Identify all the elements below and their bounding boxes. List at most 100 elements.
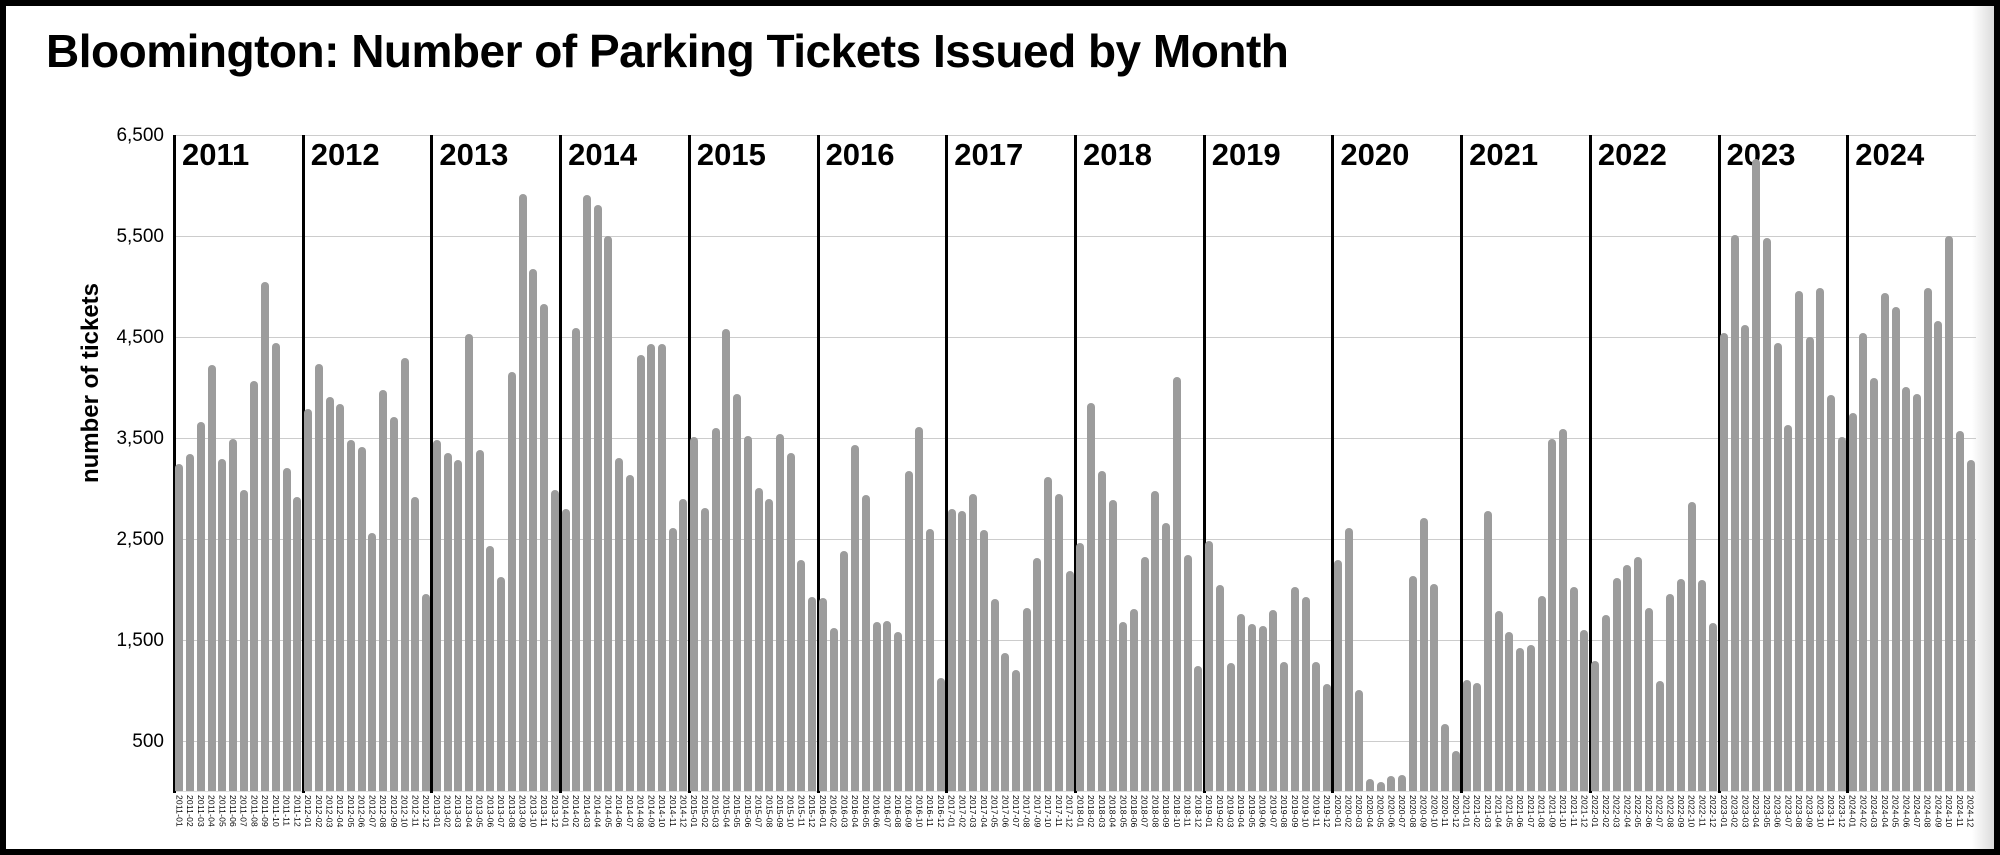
bar-2019-03 <box>1226 662 1235 791</box>
x-tick-label-2024-02: 2024-02 <box>1858 795 1869 828</box>
bar-2011-06 <box>228 438 237 791</box>
bar-2024-02 <box>1859 332 1868 791</box>
y-axis-title: number of tickets <box>77 282 104 484</box>
bar-2011-02 <box>186 453 195 791</box>
bar-2019-01 <box>1205 540 1214 791</box>
year-label-2021: 2021 <box>1469 137 1539 172</box>
year-group-2015: 2015 2015-01 2015-02 2015-03 2015-04 2015-05 2… <box>687 135 818 828</box>
bar-2016-08 <box>894 631 902 791</box>
x-tick-label-2024-03: 2024-03 <box>1869 795 1880 828</box>
x-tick-label-2024-10: 2024-10 <box>1944 795 1955 828</box>
bar-2021-10 <box>1559 428 1568 791</box>
x-tick-label-2023-11: 2023-11 <box>1826 795 1837 827</box>
bar-2016-11 <box>926 528 935 791</box>
x-tick-label-2018-06: 2018-06 <box>1128 795 1139 828</box>
bar-2015-07 <box>754 488 763 791</box>
bar-2022-07 <box>1655 681 1664 791</box>
x-tick-label-2013-12: 2013-12 <box>549 795 560 828</box>
bar-2017-09 <box>1033 557 1042 791</box>
x-tick-label-2013-01: 2013-01 <box>431 795 442 828</box>
bar-2023-08 <box>1795 291 1803 791</box>
bar-2024-12 <box>1966 459 1975 791</box>
bar-2024-11 <box>1955 430 1964 791</box>
x-tick-label-2018-08: 2018-08 <box>1150 795 1161 828</box>
x-tick-label-2018-10: 2018-10 <box>1171 795 1182 828</box>
year-label-2015: 2015 <box>696 137 766 172</box>
year-divider <box>1460 135 1464 793</box>
bar-2017-11 <box>1054 494 1063 791</box>
y-tick-label: 5,500 <box>116 225 164 247</box>
bar-2013-07 <box>497 577 506 791</box>
x-tick-label-2023-01: 2023-01 <box>1718 795 1729 828</box>
year-label-2011: 2011 <box>182 137 250 172</box>
bar-2022-03 <box>1612 578 1621 791</box>
x-tick-label-2020-08: 2020-08 <box>1407 795 1418 828</box>
x-tick-label-2022-10: 2022-10 <box>1686 795 1697 828</box>
x-tick-label-2014-10: 2014-10 <box>657 795 668 828</box>
x-tick-label-2016-05: 2016-05 <box>860 795 871 828</box>
bar-2012-08 <box>379 390 388 791</box>
bar-2024-01 <box>1848 412 1857 791</box>
bar-2022-06 <box>1644 608 1653 791</box>
year-label-2014: 2014 <box>568 137 638 172</box>
bar-2017-05 <box>990 599 999 791</box>
x-tick-label-2011-03: 2011-03 <box>195 795 206 827</box>
year-divider <box>559 135 563 793</box>
x-tick-label-2012-06: 2012-06 <box>356 795 367 828</box>
bar-2017-08 <box>1022 608 1031 791</box>
x-tick-label-2015-04: 2015-04 <box>721 795 732 828</box>
bar-2012-07 <box>368 532 377 791</box>
x-tick-label-2011-02: 2011-02 <box>185 795 196 827</box>
year-group-2014: 2014 2014-01 2014-02 2014-03 2014-04 2014-05 2… <box>559 135 689 828</box>
bar-2022-02 <box>1601 615 1610 791</box>
x-tick-label-2024-06: 2024-06 <box>1901 795 1912 828</box>
x-tick-label-2022-03: 2022-03 <box>1611 795 1622 828</box>
bar-2023-09 <box>1805 336 1814 791</box>
bar-2012-01 <box>304 408 313 791</box>
year-group-2024: 2024 2024-01 2024-02 2024-03 2024-04 2024-05 2… <box>1846 135 1976 828</box>
bar-2011-12 <box>293 497 302 791</box>
chart-title: Bloomington: Number of Parking Tickets I… <box>46 25 1289 77</box>
bar-2014-06 <box>615 457 624 791</box>
x-tick-label-2020-07: 2020-07 <box>1397 795 1408 828</box>
y-tick-label: 1,500 <box>116 629 164 651</box>
bar-2022-09 <box>1677 579 1686 791</box>
bar-2012-11 <box>411 497 420 791</box>
x-tick-label-2019-07: 2019-07 <box>1268 795 1279 828</box>
bar-2020-02 <box>1344 527 1353 791</box>
x-tick-label-2016-12: 2016-12 <box>935 795 946 828</box>
bar-2014-09 <box>647 343 656 791</box>
bar-2021-08 <box>1537 596 1546 791</box>
x-tick-label-2024-07: 2024-07 <box>1912 795 1922 828</box>
x-tick-label-2019-09: 2019-09 <box>1289 795 1300 828</box>
bar-2023-07 <box>1784 424 1793 791</box>
year-group-2018: 2018 2018-01 2018-02 2018-03 2018-04 2018-05 2… <box>1074 135 1204 828</box>
x-tick-label-2017-10: 2017-10 <box>1043 795 1054 828</box>
x-tick-label-2014-08: 2014-08 <box>635 795 646 828</box>
x-tick-label-2022-07: 2022-07 <box>1654 795 1665 828</box>
plot-area: 6,500 5,500 4,500 3,500 2,500 1,500 500 2011 201… <box>116 126 1976 828</box>
bar-2018-02 <box>1087 403 1096 791</box>
x-tick-label-2015-12: 2015-12 <box>807 795 818 828</box>
x-tick-label-2013-02: 2013-02 <box>442 795 453 828</box>
x-tick-label-2021-02: 2021-02 <box>1472 795 1483 828</box>
year-divider <box>301 135 305 793</box>
bar-2018-12 <box>1194 665 1203 791</box>
bar-2024-10 <box>1945 235 1954 791</box>
x-tick-label-2021-10: 2021-10 <box>1558 795 1569 828</box>
year-group-2021: 2021 2021-01 2021-02 2021-03 2021-04 2021-05 2… <box>1460 135 1590 828</box>
x-tick-label-2014-02: 2014-02 <box>571 795 582 828</box>
x-tick-label-2012-04: 2012-04 <box>335 795 346 828</box>
x-tick-label-2019-08: 2019-08 <box>1279 795 1290 828</box>
bar-2020-05 <box>1376 781 1385 791</box>
bar-2015-06 <box>743 435 752 791</box>
bar-2023-11 <box>1827 395 1836 791</box>
x-tick-label-2015-07: 2015-07 <box>753 795 764 828</box>
bar-2011-04 <box>207 365 216 791</box>
year-divider <box>1717 135 1721 793</box>
bar-2018-10 <box>1172 377 1181 791</box>
year-label-2017: 2017 <box>954 137 1024 172</box>
y-tick-label: 2,500 <box>116 528 164 550</box>
bar-2012-12 <box>422 594 431 791</box>
x-tick-label-2019-04: 2019-04 <box>1236 795 1247 828</box>
